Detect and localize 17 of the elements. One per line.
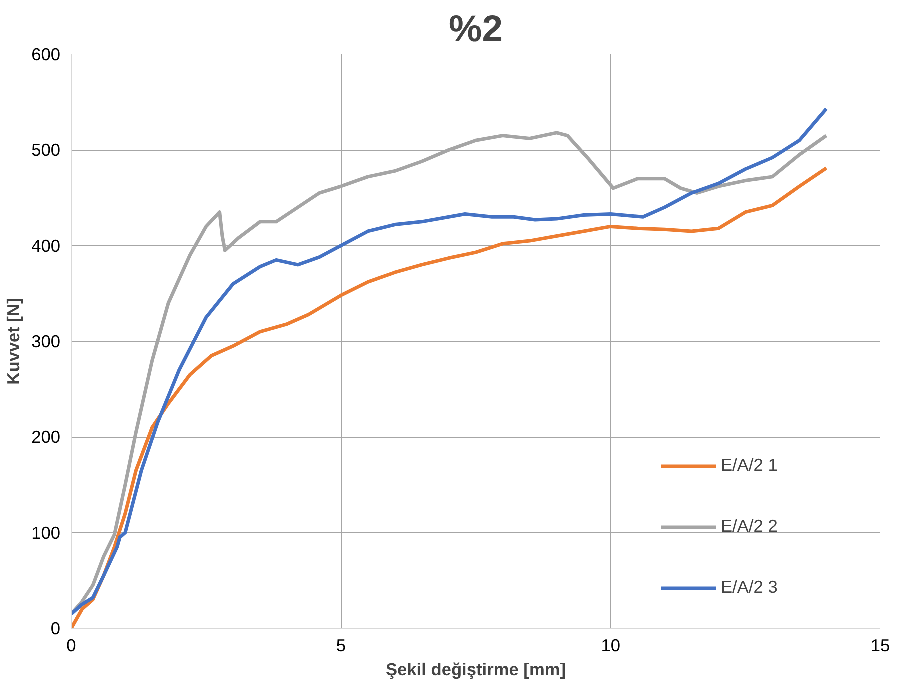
y-tick-label: 500 [32, 140, 61, 160]
x-tick-label: 10 [601, 636, 620, 656]
y-tick-label: 400 [32, 236, 61, 256]
x-axis-title: Şekil değiştirme [mm] [386, 660, 566, 680]
y-tick-label: 300 [32, 332, 61, 352]
y-tick-label: 200 [32, 427, 61, 448]
x-tick-label: 5 [336, 636, 346, 656]
y-tick-label: 0 [50, 618, 61, 638]
legend-label: E/A/2 2 [721, 516, 778, 537]
legend-label: E/A/2 1 [721, 455, 778, 476]
legend-label: E/A/2 3 [721, 577, 778, 598]
y-tick-label: 100 [32, 522, 61, 543]
y-axis-title: Kuvvet [N] [4, 298, 24, 385]
x-tick-label: 0 [66, 636, 76, 656]
chart-title: %2 [449, 8, 503, 50]
y-tick-label: 600 [32, 44, 61, 64]
x-tick-label: 15 [870, 636, 890, 656]
